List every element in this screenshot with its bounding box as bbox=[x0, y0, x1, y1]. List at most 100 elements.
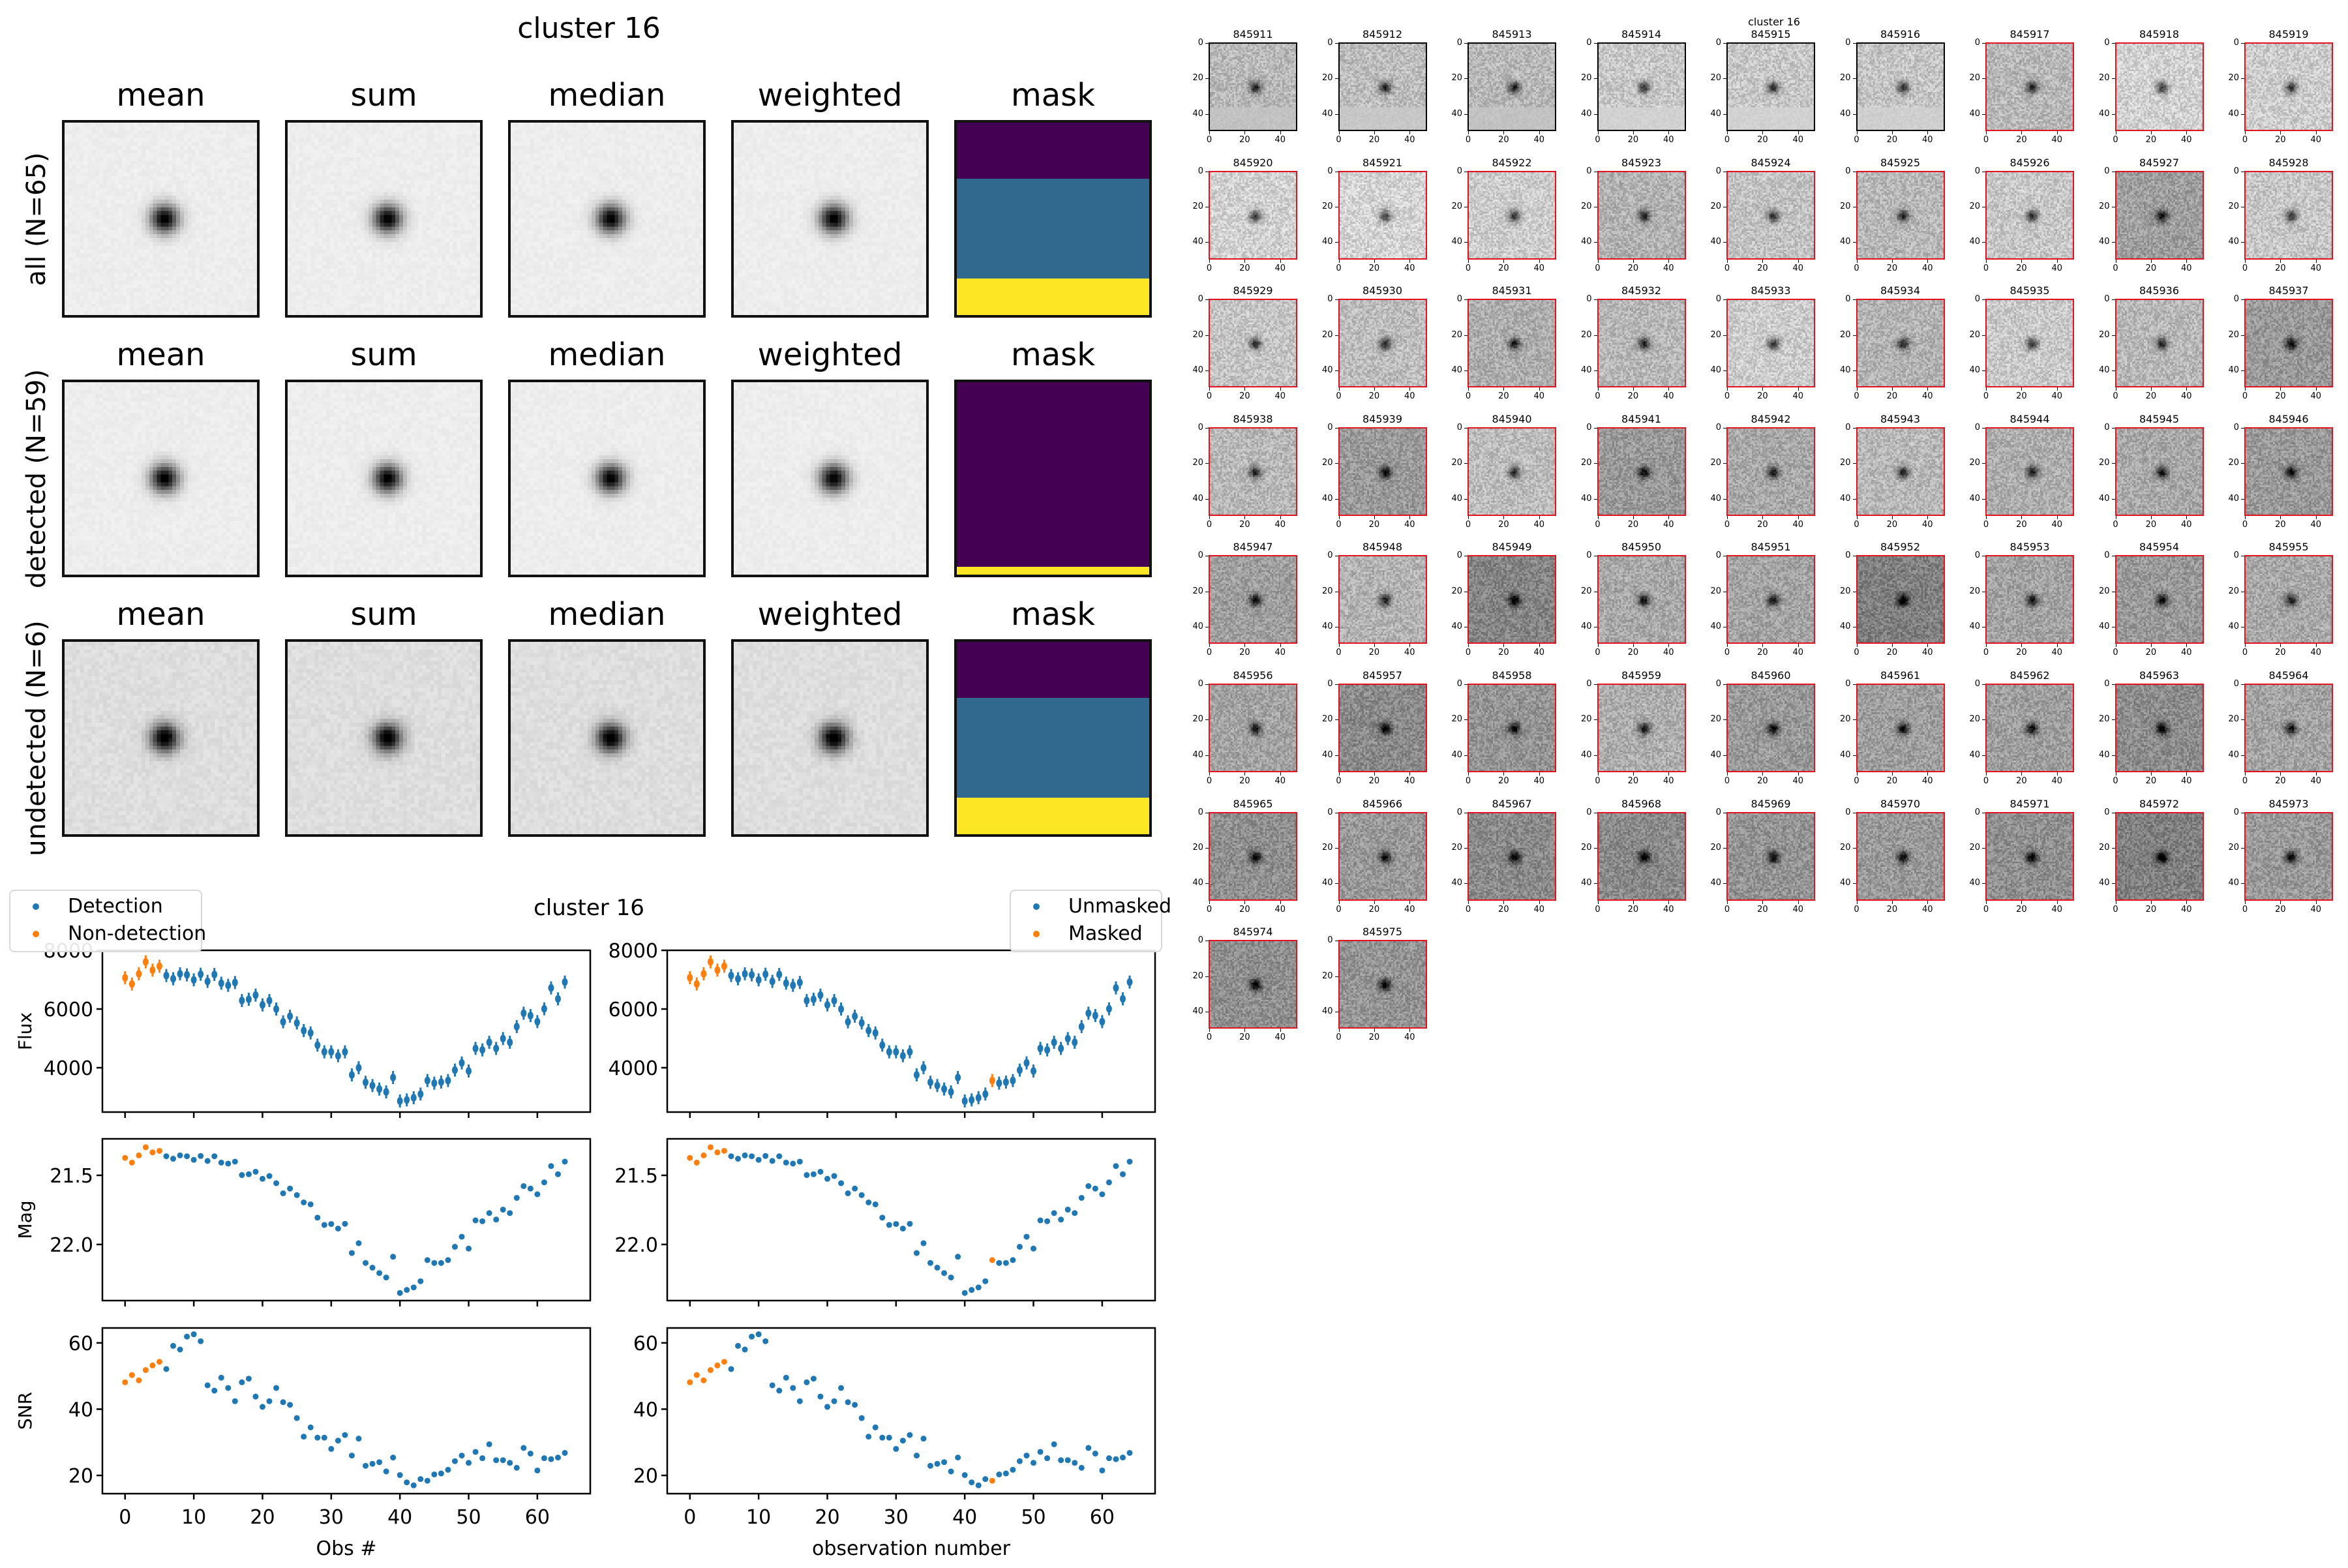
x-tick-label: 0 bbox=[1854, 135, 1859, 145]
thumbnail-image[interactable] bbox=[1726, 170, 1815, 260]
thumbnail-image[interactable] bbox=[1856, 299, 1945, 388]
thumbnail-image[interactable] bbox=[1856, 42, 1945, 131]
data-point bbox=[294, 1415, 300, 1421]
thumbnail-image[interactable] bbox=[1338, 811, 1427, 901]
y-tick-label: 20 bbox=[1321, 202, 1333, 211]
thumbnail-image[interactable] bbox=[1209, 811, 1297, 901]
thumbnail-image[interactable] bbox=[2244, 42, 2333, 131]
thumbnail-image[interactable] bbox=[1726, 427, 1815, 516]
thumbnail-image[interactable] bbox=[1985, 555, 2074, 644]
data-point bbox=[941, 1459, 948, 1466]
thumbnail-image[interactable] bbox=[1338, 555, 1427, 644]
thumbnail-image[interactable] bbox=[2115, 684, 2204, 772]
thumbnail-image[interactable] bbox=[1338, 170, 1427, 260]
thumbnail-image[interactable] bbox=[1338, 42, 1427, 131]
thumbnail-image[interactable] bbox=[1338, 427, 1427, 516]
thumbnail-image[interactable] bbox=[2244, 684, 2333, 772]
thumbnail-image[interactable] bbox=[1985, 811, 2074, 901]
thumbnail-image[interactable] bbox=[2115, 811, 2204, 901]
thumbnail-image[interactable] bbox=[1597, 427, 1686, 516]
thumbnail-image[interactable] bbox=[1468, 684, 1556, 772]
thumbnail-image[interactable] bbox=[2244, 299, 2333, 388]
thumbnail-image[interactable] bbox=[1597, 170, 1686, 260]
thumbnail-image[interactable] bbox=[2115, 427, 2204, 516]
thumbnail-image[interactable] bbox=[1209, 684, 1297, 772]
thumbnail-image[interactable] bbox=[1597, 299, 1686, 388]
thumbnail-image[interactable] bbox=[1209, 299, 1297, 388]
thumbnail-image[interactable] bbox=[1468, 299, 1556, 388]
data-point bbox=[755, 976, 762, 984]
y-tick-label: 20 bbox=[1969, 843, 1980, 852]
data-point bbox=[404, 1479, 410, 1486]
data-point bbox=[507, 1038, 513, 1046]
data-point bbox=[845, 1399, 851, 1406]
thumbnail-image[interactable] bbox=[1985, 684, 2074, 772]
thumbnail-image[interactable] bbox=[2244, 555, 2333, 644]
x-tick bbox=[1374, 515, 1375, 519]
thumbnail-image[interactable] bbox=[2115, 299, 2204, 388]
thumbnail-image[interactable] bbox=[1726, 42, 1815, 131]
data-point bbox=[1051, 1210, 1057, 1216]
y-tick-label: 40 bbox=[1710, 622, 1721, 632]
thumbnail-image[interactable] bbox=[1468, 811, 1556, 901]
thumbnail-image[interactable] bbox=[1209, 555, 1297, 644]
thumbnail-image[interactable] bbox=[1468, 170, 1556, 260]
x-tick bbox=[2021, 131, 2023, 134]
thumbnail-image[interactable] bbox=[1856, 555, 1945, 644]
thumbnail-image[interactable] bbox=[2244, 170, 2333, 260]
thumbnail-image[interactable] bbox=[1209, 427, 1297, 516]
thumbnail-image[interactable] bbox=[1209, 170, 1297, 260]
thumbnail-image[interactable] bbox=[1985, 427, 2074, 516]
data-point bbox=[397, 1289, 403, 1296]
thumbnail-image[interactable] bbox=[1985, 42, 2074, 131]
x-tick-label: 20 bbox=[1886, 135, 1898, 145]
legend-mask: Unmasked Masked bbox=[1010, 890, 1171, 952]
y-tick bbox=[1464, 427, 1468, 429]
thumbnail-image[interactable] bbox=[1338, 940, 1427, 1029]
data-point bbox=[266, 996, 273, 1004]
thumbnail-image[interactable] bbox=[1726, 684, 1815, 772]
thumbnail-image[interactable] bbox=[1468, 427, 1556, 516]
x-tick bbox=[1209, 515, 1210, 519]
thumbnail-image[interactable] bbox=[1856, 684, 1945, 772]
thumbnail-image[interactable] bbox=[1209, 940, 1297, 1029]
data-point bbox=[459, 1059, 465, 1067]
y-tick bbox=[1464, 883, 1468, 884]
x-tick bbox=[2056, 515, 2058, 519]
data-point bbox=[961, 1096, 968, 1105]
data-point bbox=[1010, 1076, 1016, 1085]
y-tick-label: 0 bbox=[1845, 166, 1851, 176]
data-point bbox=[362, 1462, 369, 1469]
thumbnail-image[interactable] bbox=[1468, 555, 1556, 644]
thumbnail-image[interactable] bbox=[2244, 427, 2333, 516]
thumbnail-image[interactable] bbox=[1209, 42, 1297, 131]
thumbnail-image[interactable] bbox=[1597, 42, 1686, 131]
thumbnail-image[interactable] bbox=[1856, 811, 1945, 901]
thumbnail-image[interactable] bbox=[2115, 170, 2204, 260]
thumbnail-image[interactable] bbox=[1597, 811, 1686, 901]
mask-image bbox=[954, 380, 1152, 577]
thumbnail-image[interactable] bbox=[2115, 42, 2204, 131]
x-tick-label: 40 bbox=[1792, 648, 1804, 658]
thumbnail-image[interactable] bbox=[1985, 299, 2074, 388]
thumbnail-image[interactable] bbox=[1468, 42, 1556, 131]
thumbnail-image[interactable] bbox=[1856, 170, 1945, 260]
y-tick bbox=[1334, 78, 1338, 80]
thumbnail-image[interactable] bbox=[1726, 811, 1815, 901]
thumbnail-image[interactable] bbox=[1338, 299, 1427, 388]
thumbnail-image[interactable] bbox=[2244, 811, 2333, 901]
y-tick bbox=[1723, 370, 1726, 371]
thumbnail-image[interactable] bbox=[1985, 170, 2074, 260]
data-point bbox=[211, 1153, 218, 1160]
thumbnail-image[interactable] bbox=[1726, 299, 1815, 388]
y-tick bbox=[1982, 883, 1985, 884]
thumbnail-image[interactable] bbox=[1856, 427, 1945, 516]
x-tick-label: 20 bbox=[2016, 519, 2027, 530]
thumbnail-image[interactable] bbox=[1338, 684, 1427, 772]
thumbnail-image[interactable] bbox=[1597, 555, 1686, 644]
thumbnail-image[interactable] bbox=[1597, 684, 1686, 772]
data-point bbox=[707, 1144, 714, 1151]
x-tick-label: 0 bbox=[1724, 648, 1730, 658]
thumbnail-image[interactable] bbox=[2115, 555, 2204, 644]
thumbnail-image[interactable] bbox=[1726, 555, 1815, 644]
